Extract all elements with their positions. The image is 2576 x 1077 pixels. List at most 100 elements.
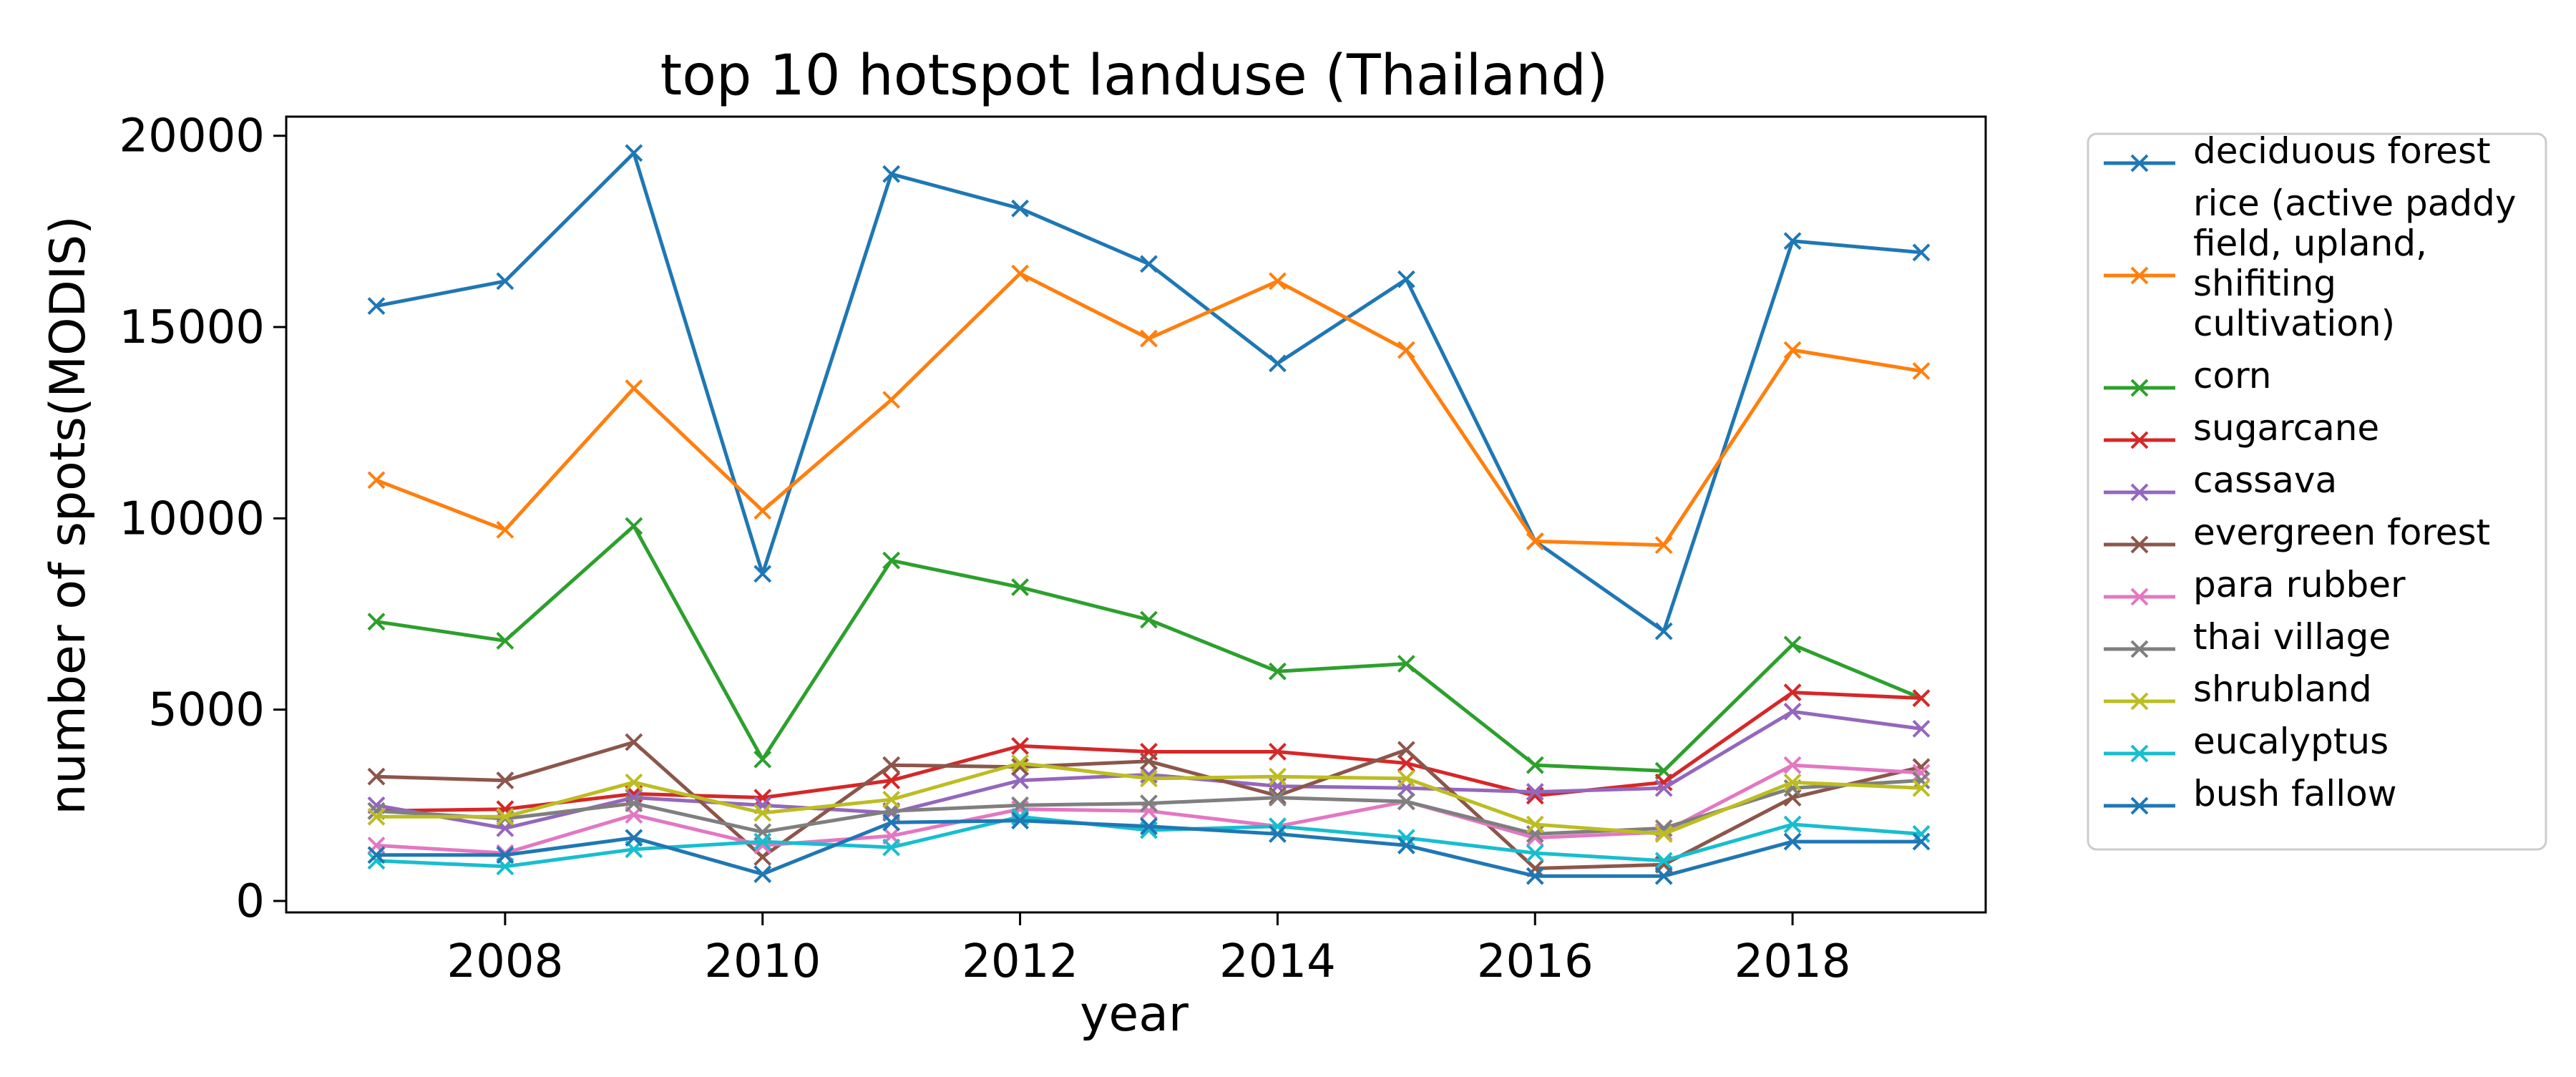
x-tick-label: 2018: [1735, 935, 1851, 988]
data-point: [1269, 662, 1287, 681]
data-point: [1526, 844, 1544, 862]
x-tick-label: 2014: [1219, 935, 1336, 988]
data-point: [753, 502, 772, 520]
data-point: [882, 838, 901, 857]
data-point: [1783, 232, 1802, 250]
legend-label-line: para rubber: [2193, 564, 2406, 605]
data-point: [367, 471, 386, 489]
data-point: [1526, 756, 1544, 774]
data-point: [1783, 683, 1802, 702]
data-point: [882, 813, 901, 832]
legend-label-line: thai village: [2193, 616, 2391, 658]
data-point: [1269, 817, 1287, 836]
series-line: [376, 524, 1922, 773]
data-point: [367, 297, 386, 316]
plot-area: [285, 115, 1987, 914]
data-point: [1011, 758, 1029, 776]
data-point: [1269, 824, 1287, 843]
y-axis: 0 5000 10000 15000 20000: [119, 110, 286, 928]
data-point: [1783, 773, 1802, 791]
series-bush: [367, 812, 1931, 885]
data-point: [625, 733, 643, 751]
data-point: [1912, 689, 1931, 708]
legend-item: eucalyptus: [2104, 721, 2389, 763]
data-point: [1140, 610, 1158, 629]
data-point: [1397, 792, 1415, 811]
data-point: [1140, 255, 1158, 273]
data-point: [625, 144, 643, 162]
legend-label: para rubber: [2193, 564, 2406, 605]
data-point: [1654, 824, 1673, 843]
data-point: [1912, 719, 1931, 738]
y-tick-label: 10000: [119, 492, 265, 545]
data-point: [882, 756, 901, 774]
data-point: [1912, 832, 1931, 851]
legend-label-line: field, upland,: [2193, 223, 2427, 264]
data-point: [1397, 741, 1415, 759]
data-point: [1783, 635, 1802, 654]
data-point: [1269, 789, 1287, 807]
data-point: [1011, 737, 1029, 755]
legend-item: bush fallow: [2104, 773, 2397, 815]
data-point: [753, 565, 772, 583]
data-point: [496, 272, 514, 291]
data-point: [753, 804, 772, 822]
data-point: [625, 829, 643, 847]
series-rice: [367, 264, 1931, 555]
series-deciduous: [367, 144, 1931, 640]
data-point: [882, 165, 901, 183]
data-point: [496, 771, 514, 789]
data-point: [1397, 837, 1415, 854]
data-point: [496, 632, 514, 650]
legend-item: evergreen forest: [2104, 512, 2490, 554]
data-point: [1140, 817, 1158, 836]
legend-label: deciduous forest: [2193, 130, 2491, 172]
series-corn: [367, 517, 1931, 780]
legend-label-line: rice (active paddy: [2193, 182, 2516, 224]
x-axis: 2008 2010 2012 2014 2016 2018: [447, 912, 1851, 988]
x-tick-label: 2010: [704, 935, 821, 988]
y-tick-label: 20000: [119, 110, 265, 163]
legend-box: [2087, 132, 2547, 851]
legend-item: corn: [2104, 355, 2271, 397]
legend-label-line: shrubland: [2193, 668, 2372, 710]
data-point: [1526, 815, 1544, 834]
data-point: [753, 865, 772, 883]
data-point: [1269, 354, 1287, 373]
legend-marker: [2130, 431, 2149, 449]
legend-label-line: deciduous forest: [2193, 130, 2491, 172]
data-point: [1140, 801, 1158, 820]
data-point: [882, 771, 901, 789]
y-tick-label: 15000: [119, 301, 265, 354]
data-point: [1397, 270, 1415, 288]
data-point: [1011, 199, 1029, 218]
data-point: [625, 379, 643, 397]
legend-label-line: evergreen forest: [2193, 512, 2490, 553]
legend-label: thai village: [2193, 616, 2391, 658]
data-point: [882, 551, 901, 570]
data-point: [1397, 341, 1415, 359]
data-point: [1526, 867, 1544, 885]
legend-marker: [2130, 744, 2149, 763]
data-point: [753, 832, 772, 851]
legend-label-line: sugarcane: [2193, 407, 2379, 449]
data-point: [1783, 341, 1802, 359]
data-point: [1912, 779, 1931, 797]
series-line: [376, 151, 1922, 633]
legend-item: deciduous forest: [2104, 130, 2491, 172]
x-axis-title: year: [1080, 986, 1189, 1043]
data-point: [1783, 702, 1802, 721]
data-point: [1269, 767, 1287, 786]
data-point: [1140, 329, 1158, 348]
data-point: [496, 846, 514, 864]
data-point: [753, 789, 772, 807]
data-point: [1783, 815, 1802, 834]
data-point: [1912, 362, 1931, 380]
series-line: [375, 271, 1922, 547]
data-point: [1011, 812, 1029, 830]
data-point: [1397, 754, 1415, 772]
data-point: [496, 807, 514, 826]
legend-marker: [2130, 796, 2149, 815]
data-point: [1526, 532, 1544, 550]
data-point: [1140, 769, 1158, 788]
